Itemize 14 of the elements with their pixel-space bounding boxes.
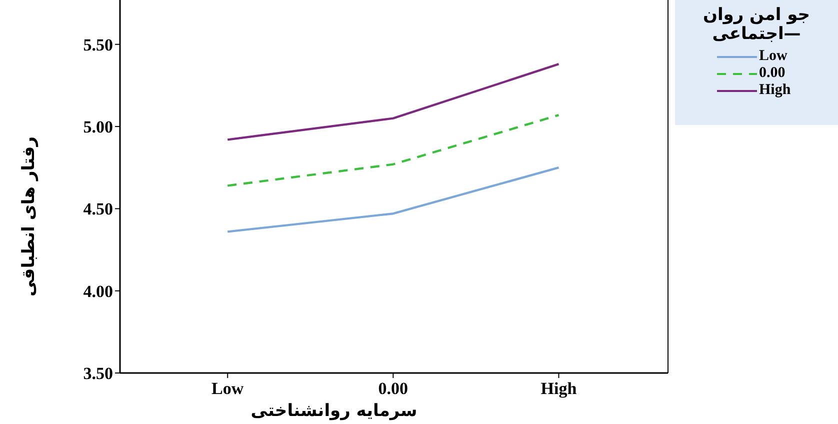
x-axis-title: سرمایه روانشناختی: [250, 401, 418, 421]
x-tick-label: Low: [212, 379, 244, 398]
legend-label: Low: [759, 48, 788, 65]
legend-label: 0.00: [759, 65, 786, 82]
y-tick-label: 3.50: [83, 364, 113, 383]
legend-label: High: [759, 82, 791, 99]
x-tick-label: High: [540, 379, 578, 398]
y-tick-label: 5.50: [83, 35, 113, 54]
x-tick-label: 0.00: [378, 379, 408, 398]
legend-title: جو امن روان—اجتماعی: [702, 5, 812, 44]
y-tick-label: 5.00: [83, 118, 113, 137]
y-tick-label: 4.00: [83, 282, 113, 301]
y-axis-title: رفتار های انطباقی: [19, 136, 39, 297]
y-tick-label: 4.50: [83, 200, 113, 219]
